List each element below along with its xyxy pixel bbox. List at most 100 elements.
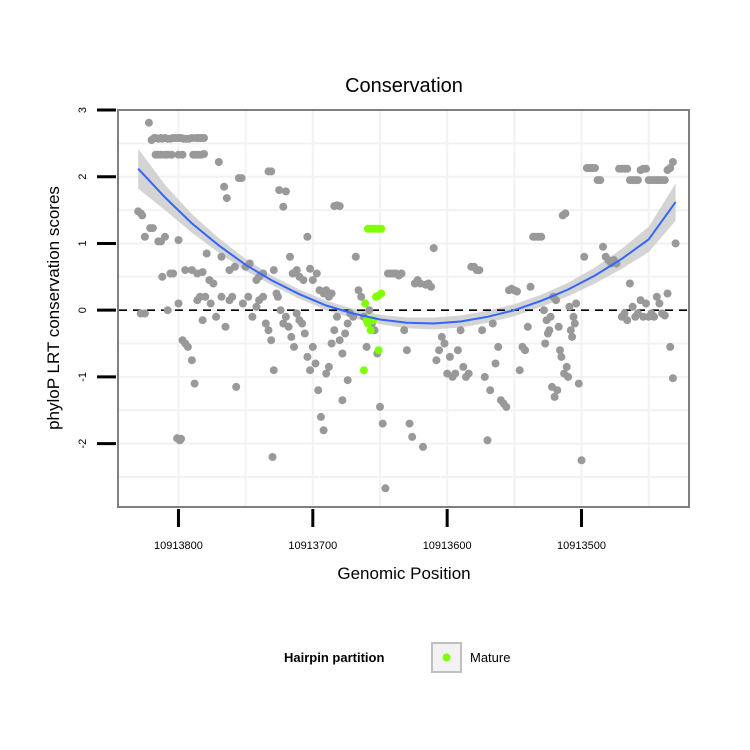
data-point [163, 306, 172, 315]
data-point [222, 194, 231, 203]
data-point [580, 252, 589, 261]
data-point [232, 382, 241, 391]
data-point [281, 312, 290, 321]
data-point [312, 269, 321, 278]
data-point [140, 232, 149, 241]
x-tick-label: 10913600 [423, 540, 472, 552]
data-point-mature [359, 366, 368, 375]
data-point [174, 236, 183, 245]
data-point [269, 266, 278, 275]
data-point [158, 272, 167, 281]
data-point [642, 299, 650, 308]
data-point [273, 292, 282, 301]
data-point [306, 366, 315, 375]
data-point [338, 349, 347, 358]
data-point [308, 342, 317, 351]
smooth-line [137, 168, 677, 325]
data-point [298, 319, 307, 328]
data-point [299, 276, 308, 285]
data-point [333, 312, 341, 321]
data-point [488, 319, 497, 328]
data-point [378, 419, 387, 428]
data-point [671, 239, 680, 248]
data-point [261, 319, 270, 328]
data-point [341, 329, 350, 338]
data-point [267, 167, 276, 176]
data-point [221, 322, 230, 331]
data-point [427, 282, 435, 291]
data-point [354, 286, 363, 295]
data-point [228, 292, 237, 301]
data-point-mature [377, 224, 386, 233]
data-point-mature [377, 289, 386, 298]
data-point [292, 309, 301, 318]
data-point [568, 332, 577, 341]
data-point-mature [366, 326, 375, 335]
data-point [376, 402, 384, 411]
data-point [187, 356, 196, 365]
y-axis: -2 -1 0 1 2 3 [77, 107, 116, 449]
data-point [663, 289, 672, 298]
data-point [625, 279, 634, 288]
y-tick-label: 3 [77, 107, 89, 113]
data-point [408, 432, 417, 441]
data-point [198, 268, 207, 277]
data-point [400, 326, 409, 335]
legend-marker-mature [442, 653, 451, 662]
data-point [316, 412, 325, 421]
data-point [642, 164, 650, 173]
data-point [308, 276, 317, 285]
data-point [668, 374, 677, 383]
confidence-band [138, 148, 676, 330]
data-point [557, 352, 566, 361]
data-point [362, 342, 371, 351]
data-point [570, 319, 579, 328]
data-point [178, 150, 187, 159]
data-point [491, 359, 500, 368]
data-point [357, 292, 366, 301]
data-point [286, 252, 294, 261]
data-point [202, 249, 211, 258]
data-point [181, 266, 190, 275]
data-point [652, 292, 661, 301]
data-point [169, 269, 178, 278]
data-point [287, 332, 296, 341]
data-point [306, 264, 315, 273]
data-point [620, 309, 629, 318]
y-tick-label: -2 [77, 439, 89, 449]
y-tick-label: 2 [77, 174, 89, 180]
data-point [553, 386, 562, 395]
data-point [660, 311, 669, 320]
data-point [201, 292, 210, 301]
data-point [565, 302, 574, 311]
data-point [435, 346, 444, 355]
data-point [668, 158, 677, 166]
x-tick-label: 10913800 [154, 540, 203, 552]
data-point [453, 346, 462, 355]
y-axis-title: phyloP LRT conservation scores [44, 186, 63, 430]
legend-title: Hairpin partition [284, 650, 384, 665]
data-point [335, 336, 344, 345]
data-point [200, 150, 208, 158]
data-point [198, 316, 207, 325]
smooth-curve [137, 168, 677, 325]
data-point [276, 306, 285, 315]
y-tick-label: 1 [77, 240, 89, 246]
data-point [451, 369, 460, 378]
data-point [397, 269, 406, 278]
data-point [220, 182, 229, 191]
data-point [148, 224, 157, 233]
data-point [591, 164, 599, 172]
data-point [429, 244, 438, 253]
data-point [523, 322, 532, 331]
data-point [543, 329, 552, 338]
y-tick-label: 0 [77, 307, 89, 313]
data-point [174, 299, 183, 308]
data-point [214, 158, 223, 166]
data-point [140, 309, 149, 318]
data-point [502, 402, 511, 411]
data-point [546, 312, 555, 321]
data-point [365, 306, 374, 315]
data-point [480, 372, 489, 381]
